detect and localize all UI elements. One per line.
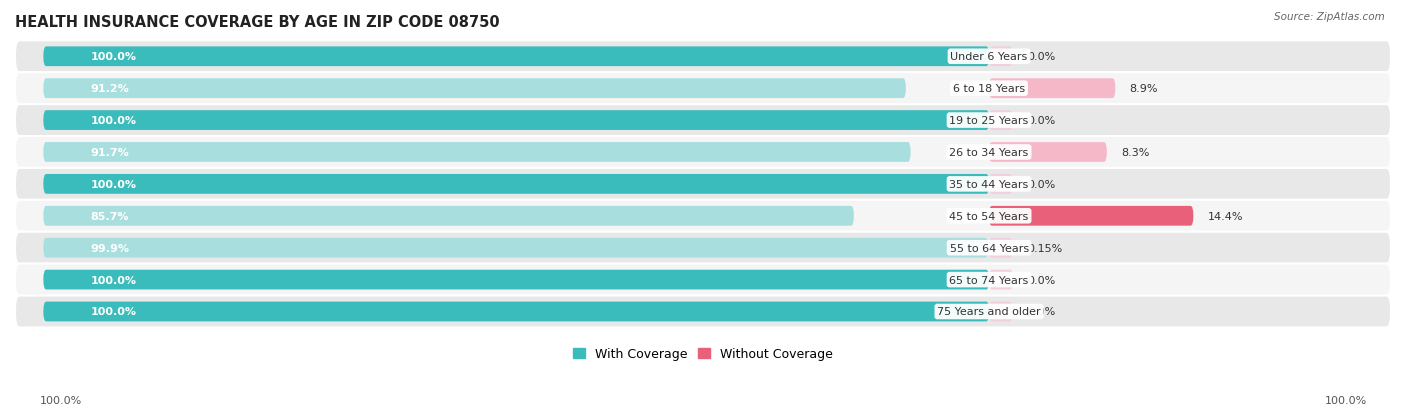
Text: 0.0%: 0.0% [1026,52,1054,62]
FancyBboxPatch shape [44,175,988,194]
FancyBboxPatch shape [988,206,1194,226]
Text: 100.0%: 100.0% [90,52,136,62]
Text: 100.0%: 100.0% [90,116,136,126]
Text: 6 to 18 Years: 6 to 18 Years [953,84,1025,94]
Text: Source: ZipAtlas.com: Source: ZipAtlas.com [1274,12,1385,22]
Text: HEALTH INSURANCE COVERAGE BY AGE IN ZIP CODE 08750: HEALTH INSURANCE COVERAGE BY AGE IN ZIP … [15,15,499,30]
Text: 65 to 74 Years: 65 to 74 Years [949,275,1029,285]
FancyBboxPatch shape [44,238,988,258]
Text: 0.0%: 0.0% [1026,116,1054,126]
Text: 0.15%: 0.15% [1026,243,1062,253]
Text: 19 to 25 Years: 19 to 25 Years [949,116,1029,126]
Text: 100.0%: 100.0% [90,307,136,317]
Text: 45 to 54 Years: 45 to 54 Years [949,211,1029,221]
FancyBboxPatch shape [988,270,1012,290]
FancyBboxPatch shape [988,143,1107,162]
Text: 0.0%: 0.0% [1026,307,1054,317]
FancyBboxPatch shape [15,73,1391,105]
FancyBboxPatch shape [15,105,1391,137]
FancyBboxPatch shape [15,264,1391,296]
FancyBboxPatch shape [988,238,1012,258]
FancyBboxPatch shape [44,143,911,162]
FancyBboxPatch shape [44,302,988,322]
Text: 35 to 44 Years: 35 to 44 Years [949,179,1029,190]
FancyBboxPatch shape [15,169,1391,200]
FancyBboxPatch shape [44,270,988,290]
FancyBboxPatch shape [15,137,1391,169]
FancyBboxPatch shape [44,111,988,131]
Text: 75 Years and older: 75 Years and older [938,307,1040,317]
Text: 8.9%: 8.9% [1129,84,1159,94]
Text: Under 6 Years: Under 6 Years [950,52,1028,62]
Text: 100.0%: 100.0% [39,395,82,405]
FancyBboxPatch shape [15,200,1391,232]
Text: 8.3%: 8.3% [1121,147,1149,158]
Legend: With Coverage, Without Coverage: With Coverage, Without Coverage [568,343,838,366]
Text: 100.0%: 100.0% [90,275,136,285]
Text: 91.7%: 91.7% [90,147,129,158]
FancyBboxPatch shape [15,41,1391,73]
Text: 85.7%: 85.7% [90,211,129,221]
FancyBboxPatch shape [15,296,1391,328]
Text: 0.0%: 0.0% [1026,275,1054,285]
FancyBboxPatch shape [15,232,1391,264]
Text: 100.0%: 100.0% [1324,395,1367,405]
Text: 100.0%: 100.0% [90,179,136,190]
Text: 14.4%: 14.4% [1208,211,1243,221]
Text: 26 to 34 Years: 26 to 34 Years [949,147,1029,158]
Text: 99.9%: 99.9% [90,243,129,253]
FancyBboxPatch shape [44,206,853,226]
FancyBboxPatch shape [988,79,1115,99]
FancyBboxPatch shape [988,302,1012,322]
FancyBboxPatch shape [44,79,905,99]
Text: 55 to 64 Years: 55 to 64 Years [949,243,1029,253]
Text: 0.0%: 0.0% [1026,179,1054,190]
FancyBboxPatch shape [988,47,1012,67]
Text: 91.2%: 91.2% [90,84,129,94]
FancyBboxPatch shape [44,47,988,67]
FancyBboxPatch shape [988,111,1012,131]
FancyBboxPatch shape [988,175,1012,194]
